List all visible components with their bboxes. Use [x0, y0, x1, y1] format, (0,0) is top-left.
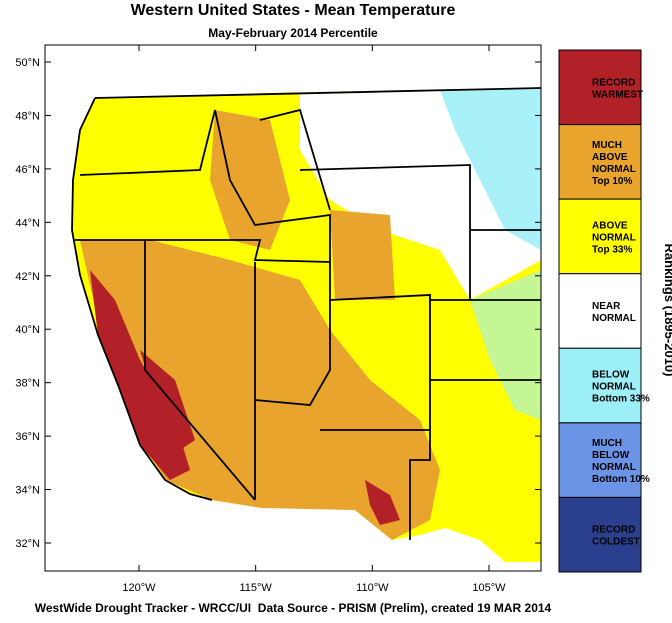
lon-label: 120°W	[122, 582, 156, 594]
footer: WestWide Drought Tracker - WRCC/UI Data …	[35, 601, 552, 615]
lon-label: 115°W	[240, 582, 273, 594]
legend-label: MUCH	[592, 140, 622, 151]
legend-label: RECORD	[592, 525, 635, 536]
lat-label: 40°N	[15, 324, 40, 336]
legend-label: NORMAL	[592, 382, 636, 393]
legend-swatch	[558, 124, 642, 200]
legend-label: BELOW	[592, 370, 630, 381]
legend-label: MUCH	[592, 438, 622, 449]
legend-label: BELOW	[592, 450, 630, 461]
lat-label: 42°N	[15, 271, 40, 283]
legend-swatch	[558, 347, 642, 424]
lat-label: 44°N	[15, 217, 40, 229]
lat-label: 38°N	[15, 378, 40, 390]
legend-title: Rankings (1895-2010)	[662, 244, 672, 377]
legend-label: NORMAL	[592, 313, 636, 324]
legend-label: Top 10%	[592, 176, 632, 187]
lat-label: 48°N	[15, 110, 40, 122]
legend-swatch	[558, 496, 642, 573]
lat-label: 32°N	[15, 538, 40, 550]
legend-label: Top 33%	[592, 244, 632, 255]
legend-label: RECORD	[592, 77, 635, 88]
legend-label: ABOVE	[592, 220, 628, 231]
legend-label: NORMAL	[592, 232, 636, 243]
lon-label: 110°W	[356, 582, 389, 594]
lon-label: 105°W	[472, 582, 506, 594]
legend-swatch	[558, 49, 642, 126]
title: Western United States - Mean Temperature	[131, 2, 456, 19]
lat-label: 34°N	[15, 485, 40, 497]
legend-label: COLDEST	[592, 537, 640, 548]
map	[44, 44, 542, 572]
legend-label: Bottom 33%	[592, 394, 650, 405]
lat-label: 50°N	[15, 57, 40, 69]
legend-swatch	[558, 198, 642, 275]
legend-label: ABOVE	[592, 152, 628, 163]
subtitle: May-February 2014 Percentile	[208, 26, 378, 40]
lat-label: 36°N	[15, 431, 40, 443]
legend-label: NORMAL	[592, 164, 636, 175]
legend-swatch	[558, 273, 642, 349]
legend-label: NORMAL	[592, 462, 636, 473]
legend-label: Bottom 10%	[592, 474, 650, 485]
legend-label: WARMEST	[592, 89, 643, 100]
legend-label: NEAR	[592, 301, 621, 312]
lat-label: 46°N	[15, 164, 40, 176]
